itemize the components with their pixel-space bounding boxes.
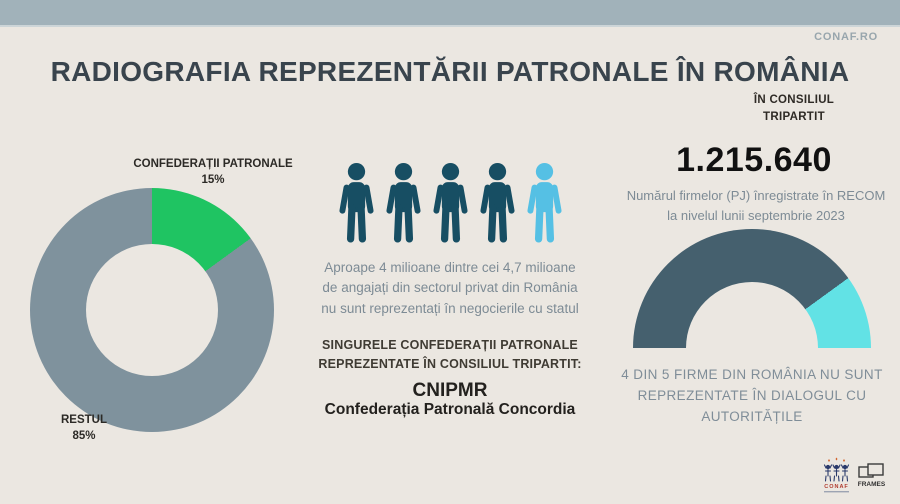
donut-label-confederatii: CONFEDERAȚII PATRONALE 15%: [133, 158, 293, 187]
person-icon: [480, 163, 515, 243]
donut-label-restul: RESTUL 85%: [61, 414, 107, 443]
page-subtitle: ÎN CONSILIUL TRIPARTIT: [753, 94, 835, 123]
firms-count: 1.215.640: [676, 141, 832, 179]
person-icon: [527, 163, 562, 243]
brand-text: CONAF.RO: [814, 31, 878, 43]
top-bar: [0, 0, 900, 27]
frames-logo-wordmark: FRAMES: [858, 481, 886, 488]
conaf-logo-stars: [828, 457, 845, 462]
frames-logo-frame-front: [867, 463, 884, 476]
gauge-caption: 4 DIN 5 FIRME DIN ROMÂNIA NU SUNT REPREZ…: [621, 367, 883, 424]
conaf-logo: CONAF: [823, 457, 850, 493]
frames-logo: FRAMES: [858, 463, 886, 488]
conaf-logo-wordmark: CONAF: [824, 484, 849, 490]
people-row: [338, 163, 564, 243]
conaf-logo-tagline: [824, 491, 849, 493]
donut-chart-hole: [86, 244, 218, 376]
org-acronym: CNIPMR: [412, 380, 488, 401]
page-title: RADIOGRAFIA REPREZENTĂRII PATRONALE ÎN R…: [50, 56, 850, 87]
employees-text: Aproape 4 milioane dintre cei 4,7 milioa…: [321, 260, 579, 316]
org-name: Confederația Patronală Concordia: [324, 401, 576, 418]
person-icon: [433, 163, 468, 243]
person-icon: [339, 163, 374, 243]
person-icon: [386, 163, 421, 243]
confederations-subheading: SINGURELE CONFEDERAȚII PATRONALE REPREZE…: [318, 338, 582, 371]
conaf-logo-figures: [823, 464, 850, 482]
firms-count-caption: Numărul firmelor (PJ) înregistrate în RE…: [626, 188, 886, 223]
